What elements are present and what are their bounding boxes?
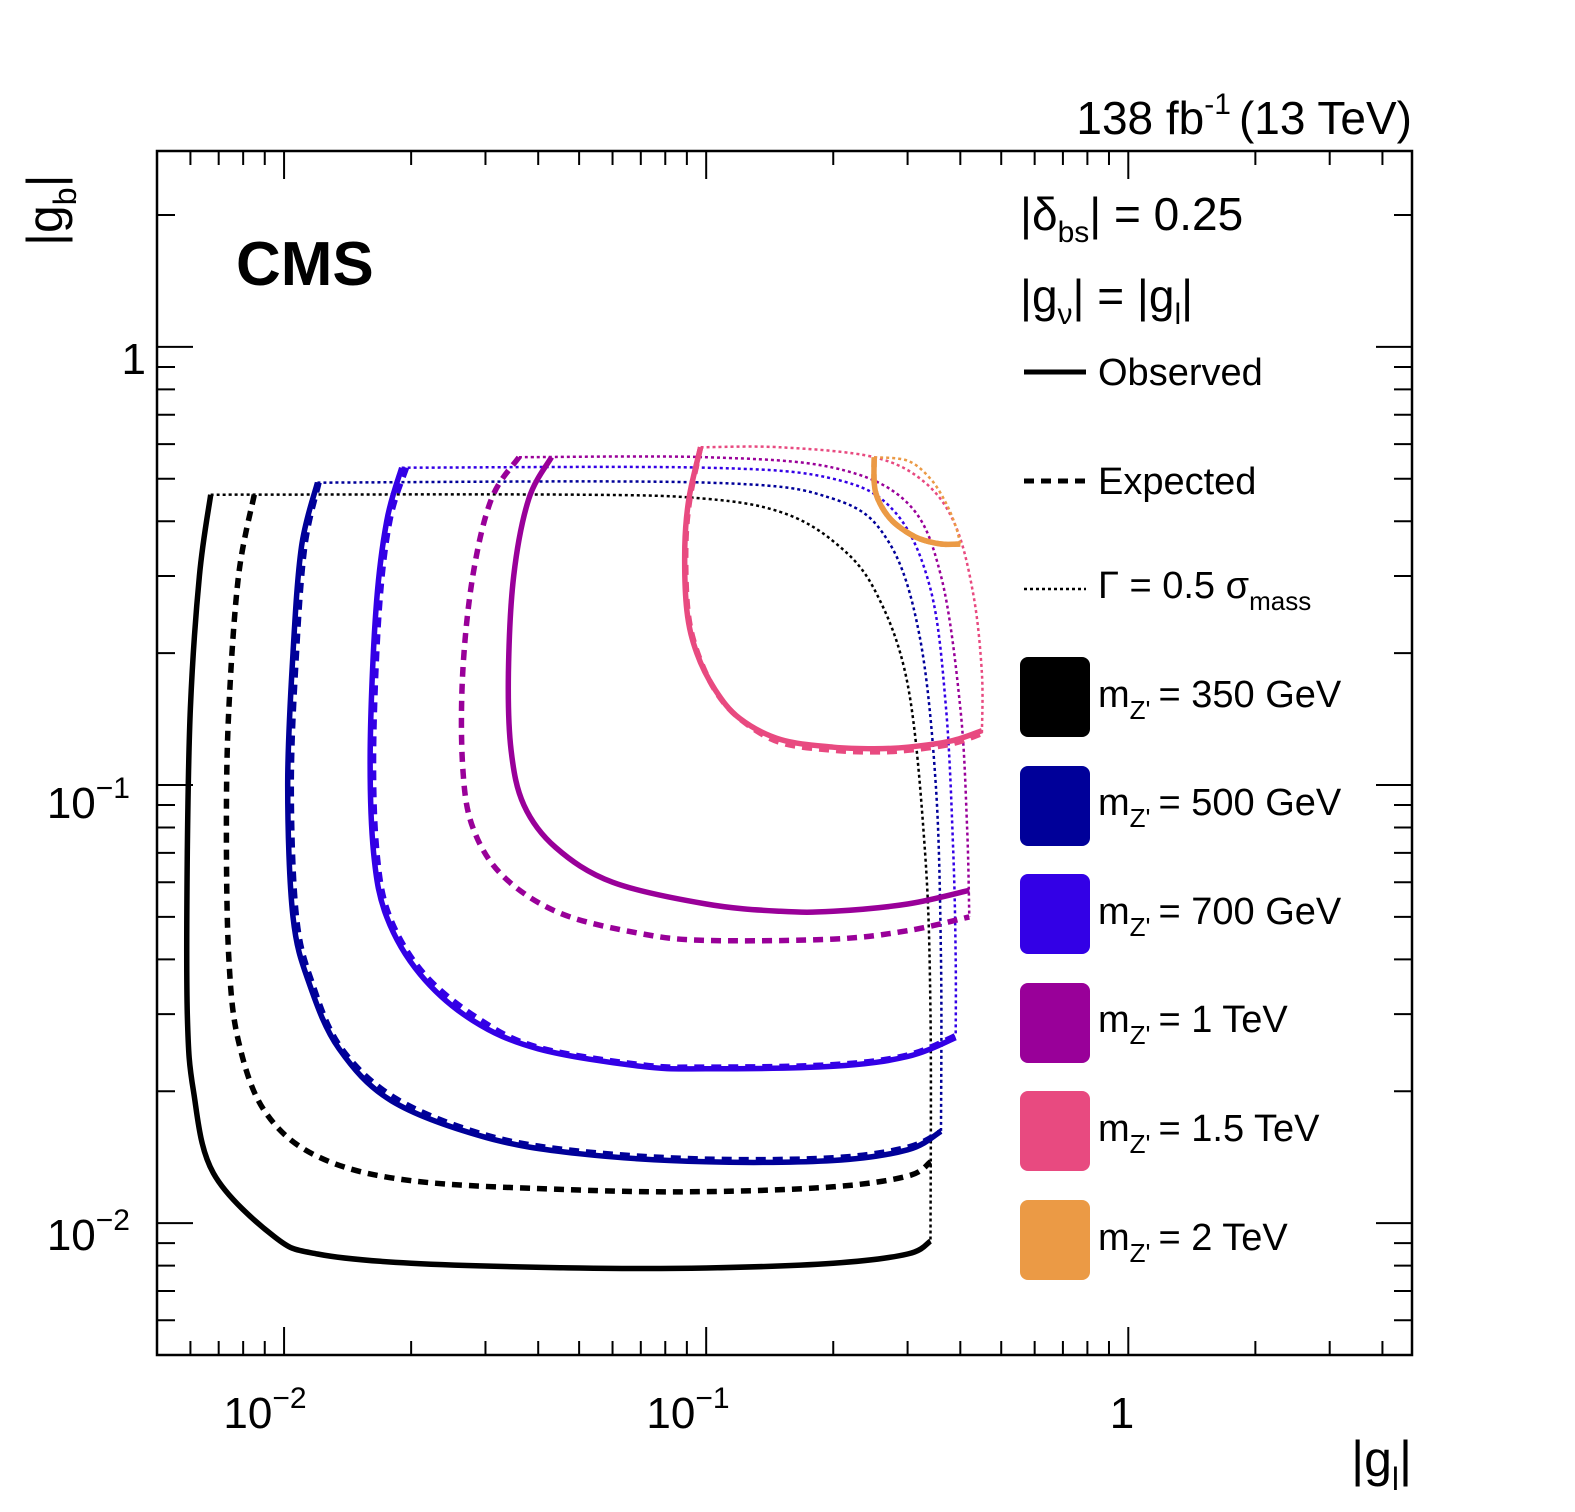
- observed-2tev: [871, 457, 961, 548]
- expected-350gev: [223, 494, 933, 1195]
- legend-label-2tev: mZ' = 2 TeV: [1098, 1217, 1288, 1268]
- legend-expected-label: Expected: [1098, 461, 1256, 503]
- y-tick-label-2: 1: [122, 335, 146, 384]
- legend-observed-label: Observed: [1098, 352, 1263, 394]
- legend: Observed Expected Γ = 0.5 σmass mZ' = 350…: [1020, 352, 1342, 1280]
- x-axis-title: |gl|: [1351, 1431, 1412, 1497]
- width-limit-2tev: [874, 455, 962, 545]
- x-tick-label-2: 1: [1110, 1389, 1134, 1438]
- y-tick-label-1: 10−1: [47, 772, 130, 828]
- legend-label-500gev: mZ' = 500 GeV: [1098, 782, 1342, 833]
- legend-swatch-2tev: [1020, 1200, 1090, 1280]
- width-limit-1tev: [518, 455, 971, 917]
- legend-label-350gev: mZ' = 350 GeV: [1098, 674, 1342, 725]
- x-tick-labels: 10−2 10−1 1: [223, 1382, 1134, 1438]
- expected-500gev: [288, 481, 943, 1163]
- legend-swatch-500gev: [1020, 766, 1090, 846]
- lumi-label: 138 fb-1 (13 TeV): [1076, 88, 1412, 144]
- observed-1tev: [505, 455, 970, 915]
- observed-1p5tev: [681, 446, 983, 752]
- delta-bs-annotation: |δbs| = 0.25: [1020, 188, 1243, 249]
- axis-ticks: [156, 151, 1412, 1356]
- expected-2tev: [871, 457, 961, 548]
- y-tick-labels: 10−2 10−1 1: [47, 335, 146, 1260]
- observed-500gev: [284, 481, 943, 1166]
- limit-curves: [183, 446, 983, 1272]
- legend-label-1p5tev: mZ' = 1.5 TeV: [1098, 1108, 1320, 1159]
- observed-700gev: [367, 466, 957, 1072]
- observed-350gev: [183, 494, 933, 1272]
- cms-label: CMS: [236, 230, 374, 299]
- legend-label-700gev: mZ' = 700 GeV: [1098, 891, 1342, 942]
- plot-frame: [155, 149, 1414, 1357]
- width-limit-500gev: [317, 480, 943, 1132]
- y-tick-label-0: 10−2: [47, 1204, 130, 1260]
- expected-700gev: [370, 466, 957, 1070]
- width-limit-350gev: [210, 493, 933, 1242]
- legend-swatch-1tev: [1020, 983, 1090, 1063]
- width-limit-curves: [210, 445, 984, 1242]
- legend-swatch-350gev: [1020, 657, 1090, 737]
- x-tick-label-1: 10−1: [646, 1382, 729, 1438]
- x-tick-label-0: 10−2: [223, 1382, 306, 1438]
- width-limit-1p5tev: [700, 445, 984, 734]
- legend-label-1tev: mZ' = 1 TeV: [1098, 999, 1288, 1050]
- legend-swatch-700gev: [1020, 874, 1090, 954]
- expected-1tev: [458, 455, 970, 944]
- gnu-gl-annotation: |gν| = |gl|: [1020, 270, 1193, 331]
- legend-swatch-1p5tev: [1020, 1091, 1090, 1171]
- y-axis-title: |gb|: [17, 174, 83, 246]
- legend-width-label: Γ = 0.5 σmass: [1098, 565, 1311, 616]
